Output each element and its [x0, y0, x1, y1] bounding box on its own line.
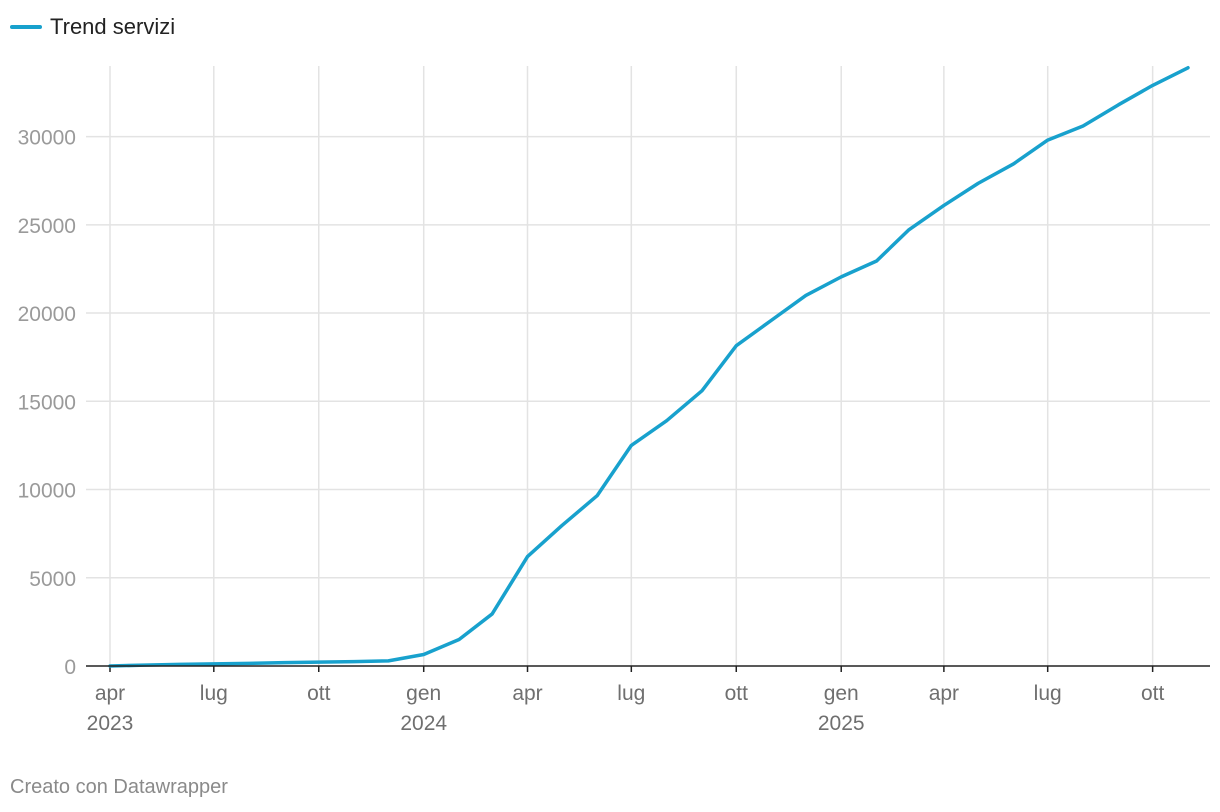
x-tick-label: lug	[617, 682, 645, 705]
y-tick-label: 30000	[18, 127, 76, 150]
series-lines	[108, 66, 1190, 668]
credit-footer: Creato con Datawrapper	[10, 776, 228, 798]
y-tick-label: 25000	[18, 215, 76, 238]
gridlines	[86, 66, 1210, 672]
y-tick-label: 0	[64, 656, 76, 679]
x-axis-labels: apr 2023 lug ott gen 2024 apr lug ott gen 2025 apr l…	[87, 682, 1165, 735]
legend-label: Trend servizi	[50, 14, 176, 39]
y-tick-label: 5000	[29, 568, 76, 591]
x-tick-label: gen	[406, 682, 441, 705]
x-tick-label: ott	[307, 682, 331, 705]
x-tick-year-label: 2025	[818, 712, 865, 735]
series-line-trend-servizi	[108, 66, 1190, 668]
y-tick-label: 15000	[18, 391, 76, 414]
y-tick-label: 20000	[18, 303, 76, 326]
x-tick-label: apr	[512, 682, 542, 705]
x-tick-label: apr	[929, 682, 959, 705]
legend: Trend servizi	[10, 14, 175, 40]
y-axis-labels: 0 5000 10000 15000 20000 25000 30000	[18, 127, 76, 679]
y-tick-label: 10000	[18, 480, 76, 503]
x-tick-year-label: 2024	[400, 712, 447, 735]
legend-swatch	[10, 25, 42, 29]
x-tick-label: lug	[200, 682, 228, 705]
x-tick-label: gen	[824, 682, 859, 705]
x-tick-label: apr	[95, 682, 125, 705]
x-tick-label: ott	[1141, 682, 1165, 705]
x-tick-label: lug	[1034, 682, 1062, 705]
x-tick-label: ott	[725, 682, 749, 705]
x-tick-year-label: 2023	[87, 712, 134, 735]
